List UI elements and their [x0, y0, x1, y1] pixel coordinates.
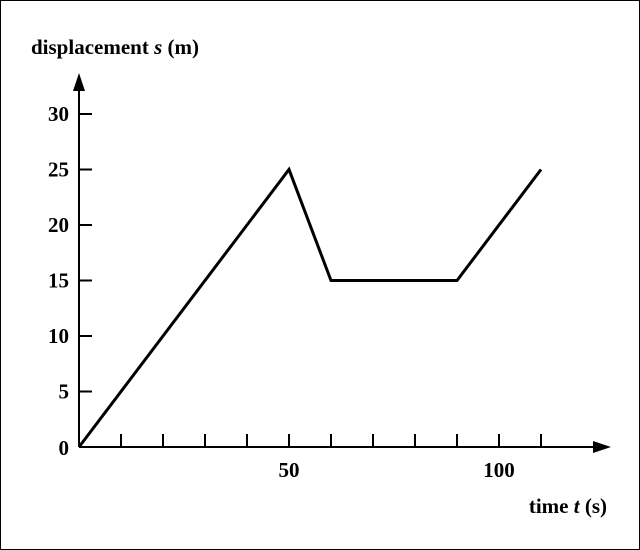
y-tick-label: 10 [48, 324, 69, 348]
y-ticks: 5 10 15 20 25 30 [48, 102, 92, 404]
y-tick-label: 30 [48, 102, 69, 126]
displacement-series-line [77, 166, 543, 448]
y-axis-title-post: (m) [162, 35, 199, 59]
x-ticks: 50 100 [120, 434, 542, 482]
y-tick-label: 20 [48, 213, 69, 237]
x-axis-title-var: t [574, 494, 581, 518]
y-tick-label: 5 [59, 380, 70, 404]
y-tick-label: 15 [48, 269, 69, 293]
y-axis-title-var: s [153, 35, 162, 59]
axes [73, 73, 611, 453]
x-axis-arrowhead [593, 441, 611, 453]
origin-label: 0 [59, 436, 70, 460]
x-tick-label: 100 [483, 458, 515, 482]
y-tick-label: 25 [48, 158, 69, 182]
series-layer [77, 166, 543, 448]
y-axis-title: displacement s (m) [31, 35, 199, 59]
x-axis-title: time t (s) [529, 494, 607, 518]
x-axis-title-post: (s) [580, 494, 607, 518]
y-axis-title-pre: displacement [31, 35, 154, 59]
x-tick-label: 50 [279, 458, 300, 482]
x-axis-title-pre: time [529, 494, 574, 518]
y-axis-arrowhead [73, 73, 85, 91]
